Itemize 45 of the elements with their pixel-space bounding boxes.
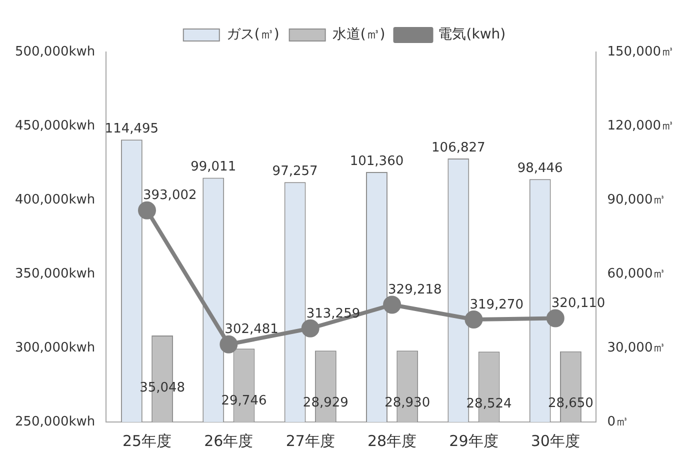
data-label: 393,002 <box>143 188 197 204</box>
point <box>138 201 156 220</box>
data-label: 302,481 <box>224 322 278 338</box>
data-label: 320,110 <box>551 296 606 312</box>
y2-tick-label: 150,000㎥ <box>607 44 674 60</box>
y2-tick-label: 60,000㎥ <box>607 266 666 282</box>
data-label: 313,259 <box>306 306 360 322</box>
data-label: 97,257 <box>272 164 318 179</box>
point <box>220 335 238 354</box>
y2-tick-label: 90,000㎥ <box>607 192 666 208</box>
legend-label: 電気(kwh) <box>438 26 506 43</box>
x-tick-label: 25年度 <box>122 432 172 450</box>
data-label: 28,650 <box>548 396 594 412</box>
y2-tick-label: 30,000㎥ <box>607 340 666 356</box>
x-tick-label: 26年度 <box>204 432 254 450</box>
data-label: 101,360 <box>350 154 404 169</box>
data-label: 106,827 <box>432 140 486 156</box>
y-tick-label: 250,000kwh <box>14 414 96 430</box>
x-tick-label: 27年度 <box>286 432 335 450</box>
data-label: 35,048 <box>140 380 186 396</box>
y-tick-label: 400,000kwh <box>14 192 96 208</box>
data-label: 98,446 <box>517 161 563 176</box>
x-tick-label: 29年度 <box>449 432 498 450</box>
y-tick-label: 300,000kwh <box>14 340 96 356</box>
point <box>301 319 320 338</box>
data-label: 114,495 <box>104 121 159 136</box>
data-label: 99,011 <box>190 160 236 175</box>
data-label: 28,929 <box>302 396 348 411</box>
y2-tick-label: 0㎥ <box>607 414 629 430</box>
data-label: 28,930 <box>384 396 430 411</box>
legend-label: 水道(㎥) <box>332 26 386 43</box>
y-tick-label: 350,000kwh <box>14 266 96 282</box>
legend-label: ガス(㎥) <box>226 26 280 43</box>
point <box>383 296 402 314</box>
y-tick-label: 500,000kwh <box>14 44 96 60</box>
point <box>546 309 564 328</box>
data-label: 329,218 <box>388 282 442 298</box>
data-label: 28,524 <box>466 396 512 412</box>
y-tick-label: 450,000kwh <box>14 118 96 134</box>
x-tick-label: 30年度 <box>530 432 580 450</box>
data-label: 319,270 <box>470 297 524 312</box>
x-tick-label: 28年度 <box>367 432 417 450</box>
y2-tick-label: 120,000㎥ <box>607 118 674 134</box>
data-label: 29,746 <box>221 394 267 408</box>
point <box>464 310 483 328</box>
